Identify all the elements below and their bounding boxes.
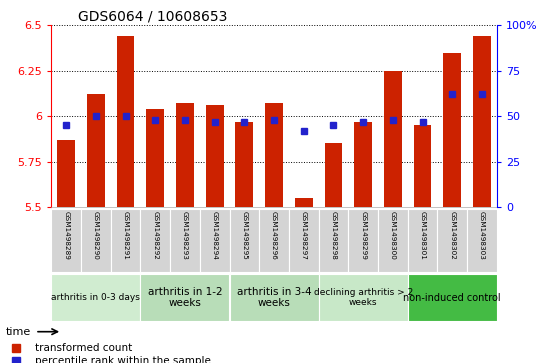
Bar xyxy=(57,140,75,207)
Text: GSM1498297: GSM1498297 xyxy=(301,211,307,260)
Bar xyxy=(443,53,461,207)
Bar xyxy=(295,198,313,207)
Text: GSM1498298: GSM1498298 xyxy=(330,211,336,260)
Text: GSM1498301: GSM1498301 xyxy=(420,211,426,260)
Bar xyxy=(265,103,283,207)
Text: percentile rank within the sample: percentile rank within the sample xyxy=(35,356,211,363)
Bar xyxy=(437,209,467,272)
Bar xyxy=(200,209,230,272)
Text: arthritis in 0-3 days: arthritis in 0-3 days xyxy=(51,293,140,302)
Bar xyxy=(230,274,319,321)
Text: GSM1498296: GSM1498296 xyxy=(271,211,277,260)
Bar xyxy=(467,209,497,272)
Bar xyxy=(378,209,408,272)
Text: arthritis in 3-4
weeks: arthritis in 3-4 weeks xyxy=(237,287,312,309)
Bar xyxy=(259,209,289,272)
Text: non-induced control: non-induced control xyxy=(403,293,501,303)
Bar xyxy=(117,36,134,207)
Text: GDS6064 / 10608653: GDS6064 / 10608653 xyxy=(78,9,228,24)
Bar xyxy=(140,274,230,321)
Bar xyxy=(146,109,164,207)
Bar xyxy=(319,274,408,321)
Bar xyxy=(81,209,111,272)
Text: GSM1498291: GSM1498291 xyxy=(123,211,129,260)
Text: arthritis in 1-2
weeks: arthritis in 1-2 weeks xyxy=(147,287,222,309)
Text: GSM1498289: GSM1498289 xyxy=(63,211,69,260)
Bar xyxy=(51,209,81,272)
Bar xyxy=(319,209,348,272)
Bar xyxy=(325,143,342,207)
Text: GSM1498303: GSM1498303 xyxy=(479,211,485,260)
Text: GSM1498300: GSM1498300 xyxy=(390,211,396,260)
Bar xyxy=(206,105,224,207)
Text: GSM1498293: GSM1498293 xyxy=(182,211,188,260)
Text: GSM1498302: GSM1498302 xyxy=(449,211,455,260)
Bar xyxy=(140,209,170,272)
Bar xyxy=(111,209,140,272)
Bar xyxy=(408,274,497,321)
Text: GSM1498292: GSM1498292 xyxy=(152,211,158,260)
Text: GSM1498299: GSM1498299 xyxy=(360,211,366,260)
Bar xyxy=(384,71,402,207)
Bar xyxy=(51,274,140,321)
Bar xyxy=(408,209,437,272)
Bar xyxy=(414,125,431,207)
Bar xyxy=(473,36,491,207)
Text: GSM1498295: GSM1498295 xyxy=(241,211,247,260)
Bar xyxy=(176,103,194,207)
Bar xyxy=(170,209,200,272)
Bar xyxy=(354,122,372,207)
Bar xyxy=(230,209,259,272)
Text: time: time xyxy=(5,327,31,337)
Text: GSM1498294: GSM1498294 xyxy=(212,211,218,260)
Bar xyxy=(87,94,105,207)
Text: transformed count: transformed count xyxy=(35,343,132,354)
Bar xyxy=(289,209,319,272)
Text: GSM1498290: GSM1498290 xyxy=(93,211,99,260)
Bar xyxy=(348,209,378,272)
Bar xyxy=(235,122,253,207)
Text: declining arthritis > 2
weeks: declining arthritis > 2 weeks xyxy=(314,288,413,307)
